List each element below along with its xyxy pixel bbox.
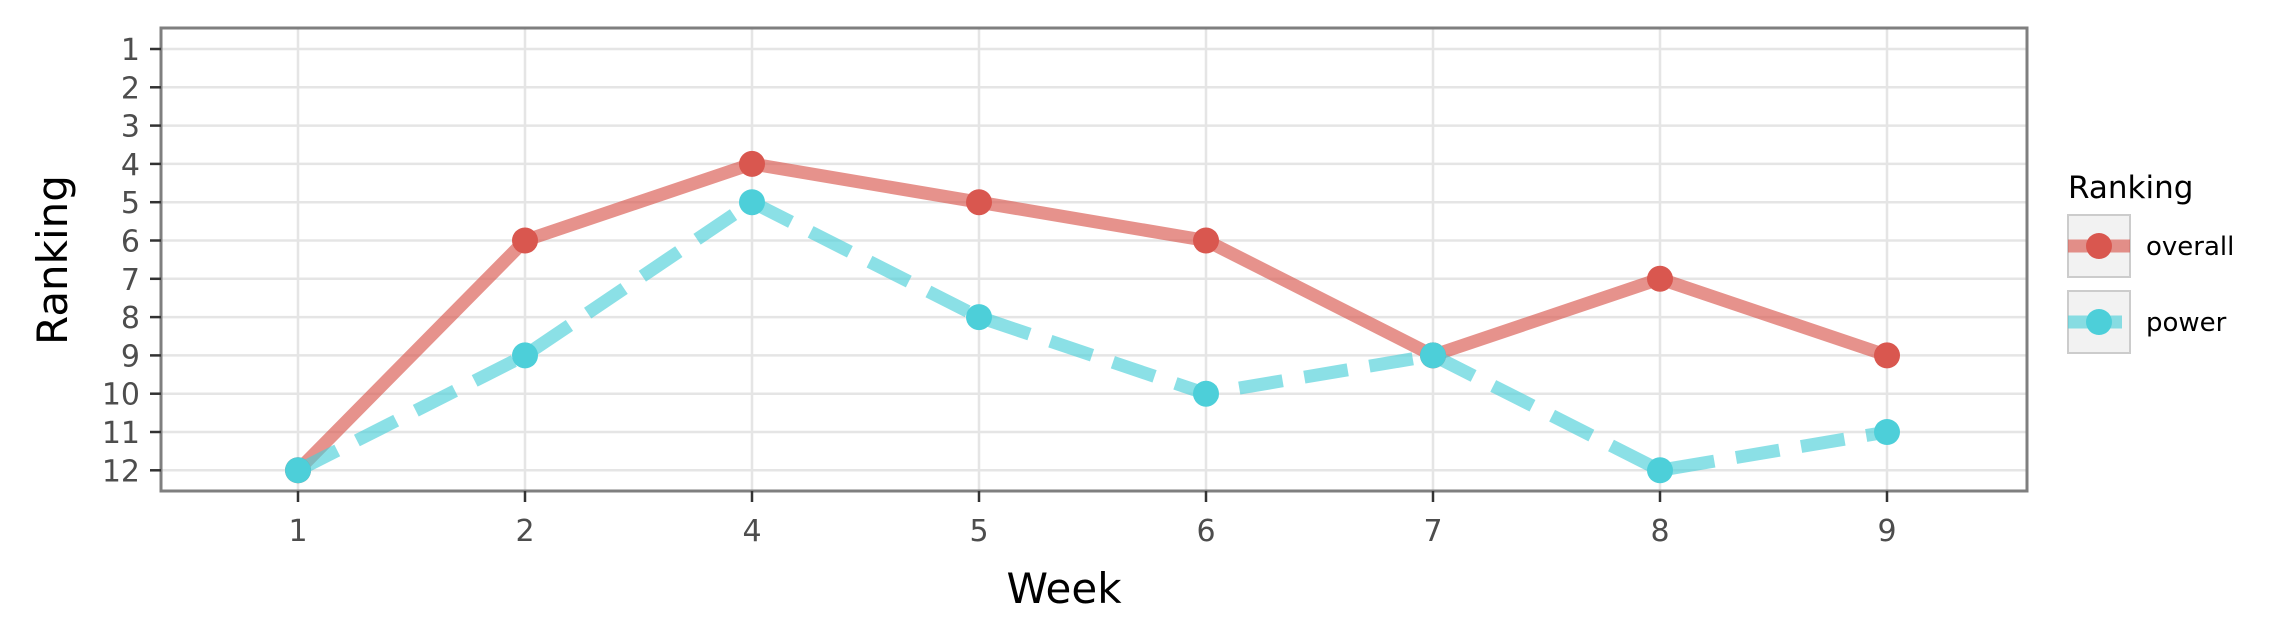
legend-label-overall: overall — [2146, 232, 2234, 262]
x-tick-label: 6 — [1196, 514, 1215, 549]
y-tick-label: 11 — [102, 416, 140, 451]
y-tick-label: 8 — [121, 301, 140, 336]
x-axis-title: Week — [1006, 564, 1122, 613]
y-axis-title: Ranking — [28, 175, 77, 345]
y-tick-label: 3 — [121, 110, 140, 145]
data-point-power — [1874, 419, 1900, 445]
y-tick-label: 1 — [121, 33, 140, 68]
y-tick-label: 12 — [102, 454, 140, 489]
x-axis: 1 2 4 5 6 7 8 9 — [288, 491, 1897, 549]
y-tick-label: 6 — [121, 225, 140, 260]
y-tick-label: 5 — [121, 186, 140, 221]
data-point-overall — [512, 227, 538, 254]
data-point-power — [1647, 457, 1673, 484]
data-point-overall — [966, 189, 992, 216]
legend-label-power: power — [2146, 308, 2227, 338]
series-line-power — [295, 195, 1889, 477]
data-point-power — [739, 189, 765, 216]
data-point-overall — [1647, 265, 1673, 292]
plot-panel — [161, 28, 2027, 491]
data-point-overall — [1874, 342, 1900, 369]
legend: Ranking overall power — [2067, 170, 2234, 354]
y-tick-label: 7 — [121, 263, 140, 298]
series-line-overall — [293, 157, 1890, 475]
x-tick-label: 5 — [969, 514, 988, 549]
gridlines — [161, 28, 2027, 491]
legend-key-point — [2086, 233, 2112, 259]
y-tick-label: 9 — [121, 339, 140, 374]
x-tick-label: 1 — [288, 514, 307, 549]
legend-keys: overall power — [2067, 214, 2234, 354]
x-tick-label: 8 — [1650, 514, 1669, 549]
data-point-overall — [1193, 227, 1219, 254]
data-point-power — [512, 342, 538, 369]
x-tick-label: 9 — [1877, 514, 1896, 549]
legend-key-point — [2086, 309, 2112, 335]
data-point-power — [285, 457, 311, 484]
y-tick-label: 10 — [102, 378, 140, 413]
series-layer — [285, 150, 1900, 484]
data-point-overall — [739, 150, 765, 177]
data-point-power — [1420, 342, 1446, 369]
plot-border — [159, 26, 2029, 493]
data-point-power — [966, 304, 992, 331]
x-tick-label: 2 — [515, 514, 534, 549]
y-tick-label: 4 — [121, 148, 140, 183]
data-point-power — [1193, 380, 1219, 407]
x-tick-label: 4 — [742, 514, 761, 549]
x-tick-label: 7 — [1423, 514, 1442, 549]
y-tick-label: 2 — [121, 71, 140, 106]
legend-title: Ranking — [2068, 170, 2193, 206]
